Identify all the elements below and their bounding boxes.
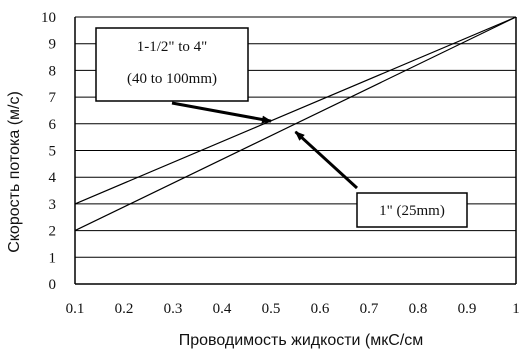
y-tick-label: 9 — [49, 37, 57, 53]
x-tick-label: 1 — [512, 301, 520, 317]
callout-box — [95, 27, 249, 102]
callout-label: 1-1/2" to 4" — [137, 39, 208, 55]
x-axis-title: Проводимость жидкости (мкС/см — [179, 332, 424, 349]
x-tick-label: 0.7 — [360, 301, 379, 317]
x-tick-labels: 0.1 0.2 0.3 0.4 0.5 0.6 0.7 0.8 0.9 1 — [66, 301, 520, 317]
y-tick-label: 10 — [41, 10, 56, 26]
callout-box — [356, 192, 468, 228]
series-layer — [74, 16, 517, 232]
y-tick-label: 0 — [49, 277, 57, 293]
y-tick-label: 3 — [49, 197, 57, 213]
x-tick-label: 0.1 — [66, 301, 85, 317]
callout-2: 1" (25mm) — [294, 130, 468, 228]
x-tick-label: 0.8 — [409, 301, 428, 317]
y-tick-label: 8 — [49, 63, 57, 79]
y-tick-label: 6 — [49, 117, 57, 133]
series-line-2 — [74, 16, 517, 232]
x-tick-label: 0.3 — [164, 301, 183, 317]
x-tick-label: 0.9 — [458, 301, 477, 317]
x-tick-label: 0.5 — [262, 301, 281, 317]
x-tick-label: 0.2 — [115, 301, 134, 317]
y-tick-labels: 0 1 2 3 4 5 6 7 8 9 10 — [41, 10, 57, 293]
callout-arrow — [294, 130, 359, 190]
annotation-layer: 1-1/2" to 4" (40 to 100mm) 1" (25mm) — [95, 27, 468, 228]
callout-label: (40 to 100mm) — [127, 71, 217, 87]
y-tick-label: 2 — [49, 224, 57, 240]
y-tick-label: 5 — [49, 144, 57, 160]
grid-layer — [74, 16, 517, 285]
y-tick-label: 7 — [49, 90, 57, 106]
x-tick-label: 0.6 — [311, 301, 330, 317]
callout-arrow — [171, 101, 272, 124]
callout-label: 1" (25mm) — [379, 203, 445, 219]
series-line-1 — [74, 16, 517, 205]
y-tick-label: 1 — [49, 250, 57, 266]
x-tick-label: 0.4 — [213, 301, 232, 317]
callout-1: 1-1/2" to 4" (40 to 100mm) — [95, 27, 272, 124]
y-axis-title: Скорость потока (м/с) — [6, 91, 23, 253]
y-tick-label: 4 — [49, 170, 57, 186]
